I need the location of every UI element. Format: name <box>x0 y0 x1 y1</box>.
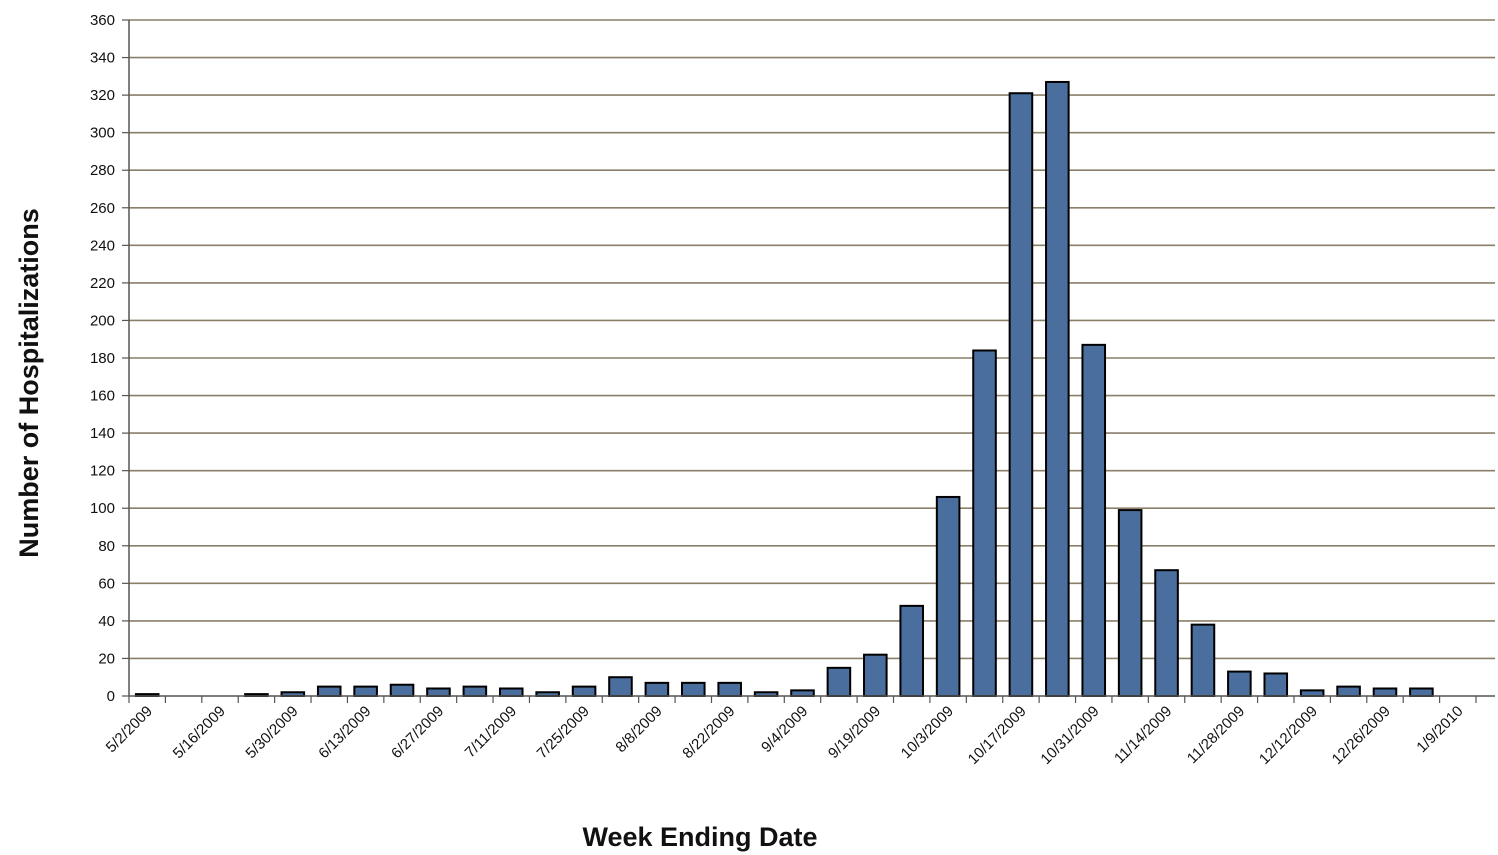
y-tick-label: 300 <box>90 125 115 142</box>
y-tick-label: 20 <box>98 650 115 667</box>
y-tick-label: 220 <box>90 275 115 292</box>
y-tick-label: 280 <box>90 162 115 179</box>
bar <box>1190 623 1216 698</box>
bar <box>935 495 961 698</box>
bars <box>134 80 1434 698</box>
x-tick-label: 9/4/2009 <box>758 703 811 756</box>
bar <box>863 653 888 698</box>
bar <box>462 685 488 697</box>
gridlines <box>129 19 1495 660</box>
y-tick-label: 120 <box>90 463 115 480</box>
bar <box>826 666 852 697</box>
x-tick-label: 7/25/2009 <box>534 703 593 762</box>
bar <box>353 685 378 697</box>
bar <box>498 687 524 698</box>
x-tick-label: 7/11/2009 <box>462 703 520 761</box>
x-axis-title: Week Ending Date <box>582 822 817 852</box>
bar <box>389 683 415 698</box>
y-tick-label: 200 <box>90 312 115 329</box>
y-tick-label: 240 <box>90 237 115 254</box>
x-tick-label: 5/30/2009 <box>242 703 301 762</box>
x-tick-label: 6/27/2009 <box>388 703 447 762</box>
bar <box>1045 80 1070 697</box>
bar <box>608 676 633 698</box>
bar <box>972 349 997 697</box>
bar <box>1117 509 1143 697</box>
y-tick-label: 100 <box>90 500 115 517</box>
x-tick-label: 6/13/2009 <box>315 703 374 762</box>
bar <box>1299 689 1325 697</box>
bar <box>644 681 670 697</box>
x-tick-label: 12/12/2009 <box>1256 703 1321 768</box>
x-tick-label: 12/26/2009 <box>1329 703 1394 768</box>
y-tick-label: 80 <box>98 538 115 555</box>
bar <box>680 681 706 697</box>
x-tick-label: 10/17/2009 <box>965 703 1030 768</box>
bar <box>717 681 742 697</box>
y-tick-label: 180 <box>90 350 115 367</box>
x-axis-ticks: 5/2/2009 5/16/2009 5/30/2009 6/13/2009 6/27/… <box>103 696 1477 768</box>
y-tick-label: 160 <box>90 388 115 405</box>
x-tick-label: 5/16/2009 <box>170 703 229 762</box>
x-tick-label: 10/3/2009 <box>898 703 957 762</box>
bar <box>1409 687 1434 698</box>
x-tick-label: 8/22/2009 <box>679 703 738 762</box>
bar <box>1227 670 1252 697</box>
x-tick-label: 11/14/2009 <box>1111 703 1175 767</box>
y-tick-label: 360 <box>90 12 115 29</box>
axes <box>128 20 1495 697</box>
bar <box>899 604 925 697</box>
x-tick-label: 5/2/2009 <box>103 703 156 756</box>
x-tick-label: 1/9/2010 <box>1413 703 1466 756</box>
x-tick-label: 10/31/2009 <box>1037 703 1102 768</box>
bar <box>1008 92 1034 697</box>
y-tick-label: 320 <box>90 87 115 104</box>
bar <box>1081 343 1107 697</box>
y-tick-label: 60 <box>98 575 115 592</box>
y-tick-label: 340 <box>90 50 115 67</box>
x-tick-label: 8/8/2009 <box>612 703 665 756</box>
x-tick-label: 9/19/2009 <box>825 703 884 762</box>
bar <box>426 687 451 698</box>
bar <box>1336 685 1361 697</box>
y-axis-title: Number of Hospitalizations <box>14 208 44 558</box>
bar <box>790 689 815 697</box>
bar <box>1263 672 1289 698</box>
y-tick-label: 0 <box>107 688 115 705</box>
bar <box>571 685 597 697</box>
y-tick-label: 40 <box>98 613 115 630</box>
bar <box>1154 569 1179 698</box>
y-tick-label: 140 <box>90 425 115 442</box>
x-tick-label: 11/28/2009 <box>1184 703 1248 767</box>
bar <box>316 685 342 697</box>
y-axis-ticks: 0 20 40 60 80 100 120 140 160 180 200 220 240 260 280 3… <box>90 12 129 705</box>
y-tick-label: 260 <box>90 200 115 217</box>
bar <box>1372 687 1398 698</box>
